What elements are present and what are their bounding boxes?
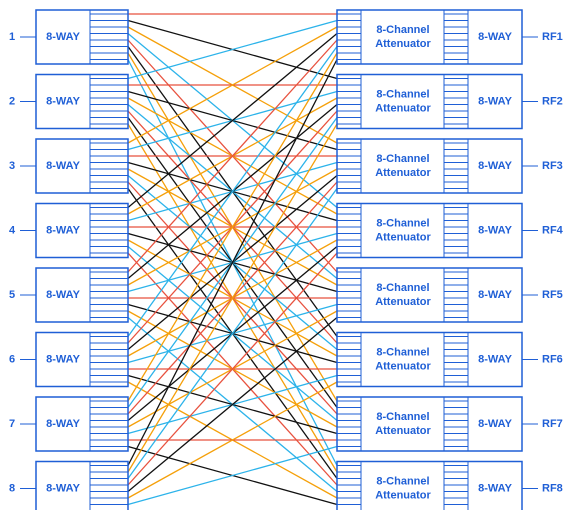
input-port-label: 7 xyxy=(9,418,15,430)
attenuator-label: 8-Channel xyxy=(376,217,429,229)
input-port-label: 2 xyxy=(9,95,15,107)
attenuator-label: 8-Channel xyxy=(376,282,429,294)
attenuator-label: 8-Channel xyxy=(376,88,429,100)
output-port-label: RF4 xyxy=(542,224,564,236)
wire-8-7 xyxy=(127,445,338,506)
splitter-label: 8-WAY xyxy=(46,418,80,430)
attenuator-label: Attenuator xyxy=(375,167,431,179)
input-row-2: 2 8-WAY xyxy=(9,73,129,130)
output-port-label: RF5 xyxy=(542,289,563,301)
splitter-label: 8-WAY xyxy=(46,95,80,107)
attenuator-block xyxy=(336,396,523,452)
attenuator-label: 8-Channel xyxy=(376,475,429,487)
output-row-2: 8-Channel Attenuator 8-WAY RF2 xyxy=(336,73,563,130)
output-row-3: 8-Channel Attenuator 8-WAY RF3 xyxy=(336,138,563,194)
splitter-block xyxy=(35,267,129,323)
input-port-label: 6 xyxy=(9,353,15,365)
combiner-label: 8-WAY xyxy=(478,224,512,236)
input-splitter-column: 1 8-WAY 2 8-WAY 3 8-WAY 4 8-WAY 5 8-WAY 6 8-WAY 7 8-W… xyxy=(9,9,129,510)
output-port-label: RF2 xyxy=(542,95,563,107)
combiner-label: 8-WAY xyxy=(478,289,512,301)
output-port-label: RF6 xyxy=(542,353,563,365)
splitter-label: 8-WAY xyxy=(46,482,80,494)
input-port-label: 5 xyxy=(9,289,15,301)
input-row-3: 3 8-WAY xyxy=(9,138,129,194)
combiner-label: 8-WAY xyxy=(478,482,512,494)
attenuator-label: Attenuator xyxy=(375,425,431,437)
attenuator-label: Attenuator xyxy=(375,102,431,114)
input-row-4: 4 8-WAY xyxy=(9,202,129,259)
combiner-label: 8-WAY xyxy=(478,418,512,430)
combiner-label: 8-WAY xyxy=(478,31,512,43)
splitter-label: 8-WAY xyxy=(46,31,80,43)
output-row-5: 8-Channel Attenuator 8-WAY RF5 xyxy=(336,267,563,323)
output-row-4: 8-Channel Attenuator 8-WAY RF4 xyxy=(336,202,564,259)
splitter-label: 8-WAY xyxy=(46,224,80,236)
input-port-label: 8 xyxy=(9,482,15,494)
output-row-1: 8-Channel Attenuator 8-WAY RF1 xyxy=(336,9,563,65)
attenuator-block xyxy=(336,73,523,130)
splitter-block xyxy=(35,73,129,130)
output-row-8: 8-Channel Attenuator 8-WAY RF8 xyxy=(336,460,563,510)
wire-8-4 xyxy=(127,252,338,486)
wire-5-1 xyxy=(127,39,338,273)
attenuator-label: Attenuator xyxy=(375,296,431,308)
splitter-label: 8-WAY xyxy=(46,353,80,365)
attenuator-label: 8-Channel xyxy=(376,24,429,36)
wire-3-1 xyxy=(127,26,338,144)
attenuator-column: 8-Channel Attenuator 8-WAY RF1 8-Channel Atte… xyxy=(336,9,564,510)
output-port-label: RF7 xyxy=(542,418,563,430)
combiner-label: 8-WAY xyxy=(478,353,512,365)
attenuator-block xyxy=(336,9,523,65)
splitter-block xyxy=(35,9,129,65)
combiner-label: 8-WAY xyxy=(478,95,512,107)
output-port-label: RF3 xyxy=(542,160,563,172)
input-port-label: 4 xyxy=(9,224,16,236)
input-port-label: 1 xyxy=(9,31,15,43)
splitter-label: 8-WAY xyxy=(46,160,80,172)
interconnect-wires xyxy=(127,13,338,506)
combiner-label: 8-WAY xyxy=(478,160,512,172)
attenuator-label: Attenuator xyxy=(375,231,431,243)
wire-7-1 xyxy=(127,52,338,402)
input-row-6: 6 8-WAY xyxy=(9,331,129,388)
input-row-5: 5 8-WAY xyxy=(9,267,129,323)
attenuator-block xyxy=(336,331,523,388)
input-row-1: 1 8-WAY xyxy=(9,9,129,65)
attenuator-label: Attenuator xyxy=(375,489,431,501)
splitter-label: 8-WAY xyxy=(46,289,80,301)
input-row-8: 8 8-WAY xyxy=(9,460,129,510)
wire-8-1 xyxy=(127,59,338,466)
attenuator-block xyxy=(336,460,523,510)
attenuator-block xyxy=(336,202,523,259)
output-port-label: RF1 xyxy=(542,31,563,43)
wire-2-1 xyxy=(127,19,338,80)
attenuator-label: 8-Channel xyxy=(376,153,429,165)
splitter-block xyxy=(35,138,129,194)
input-port-label: 3 xyxy=(9,160,15,172)
attenuator-label: 8-Channel xyxy=(376,346,429,358)
wire-4-1 xyxy=(127,33,338,208)
attenuator-label: 8-Channel xyxy=(376,411,429,423)
output-row-6: 8-Channel Attenuator 8-WAY RF6 xyxy=(336,331,563,388)
splitter-block xyxy=(35,331,129,388)
splitter-block xyxy=(35,460,129,510)
wire-8-5 xyxy=(127,317,338,492)
wire-8-3 xyxy=(127,188,338,479)
wire-6-1 xyxy=(127,46,338,337)
wire-8-6 xyxy=(127,381,338,499)
attenuator-block xyxy=(336,267,523,323)
input-row-7: 7 8-WAY xyxy=(9,396,129,452)
attenuator-label: Attenuator xyxy=(375,360,431,372)
output-port-label: RF8 xyxy=(542,482,563,494)
output-row-7: 8-Channel Attenuator 8-WAY RF7 xyxy=(336,396,563,452)
wire-8-2 xyxy=(127,123,338,473)
splitter-block xyxy=(35,202,129,259)
splitter-block xyxy=(35,396,129,452)
attenuator-label: Attenuator xyxy=(375,38,431,50)
